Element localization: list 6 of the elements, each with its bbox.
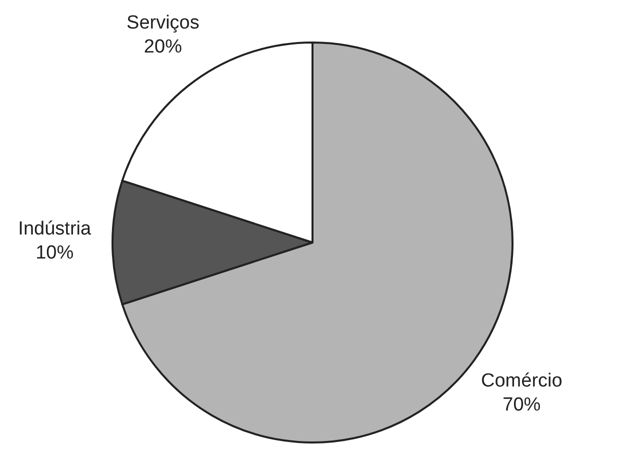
data-label: 70% (502, 394, 541, 416)
slice-label: Comércio (481, 370, 562, 392)
slice-label: Indústria (18, 218, 92, 240)
data-label: 20% (144, 36, 182, 58)
data-label: 10% (36, 242, 74, 264)
slice-label: Serviços (126, 12, 200, 34)
